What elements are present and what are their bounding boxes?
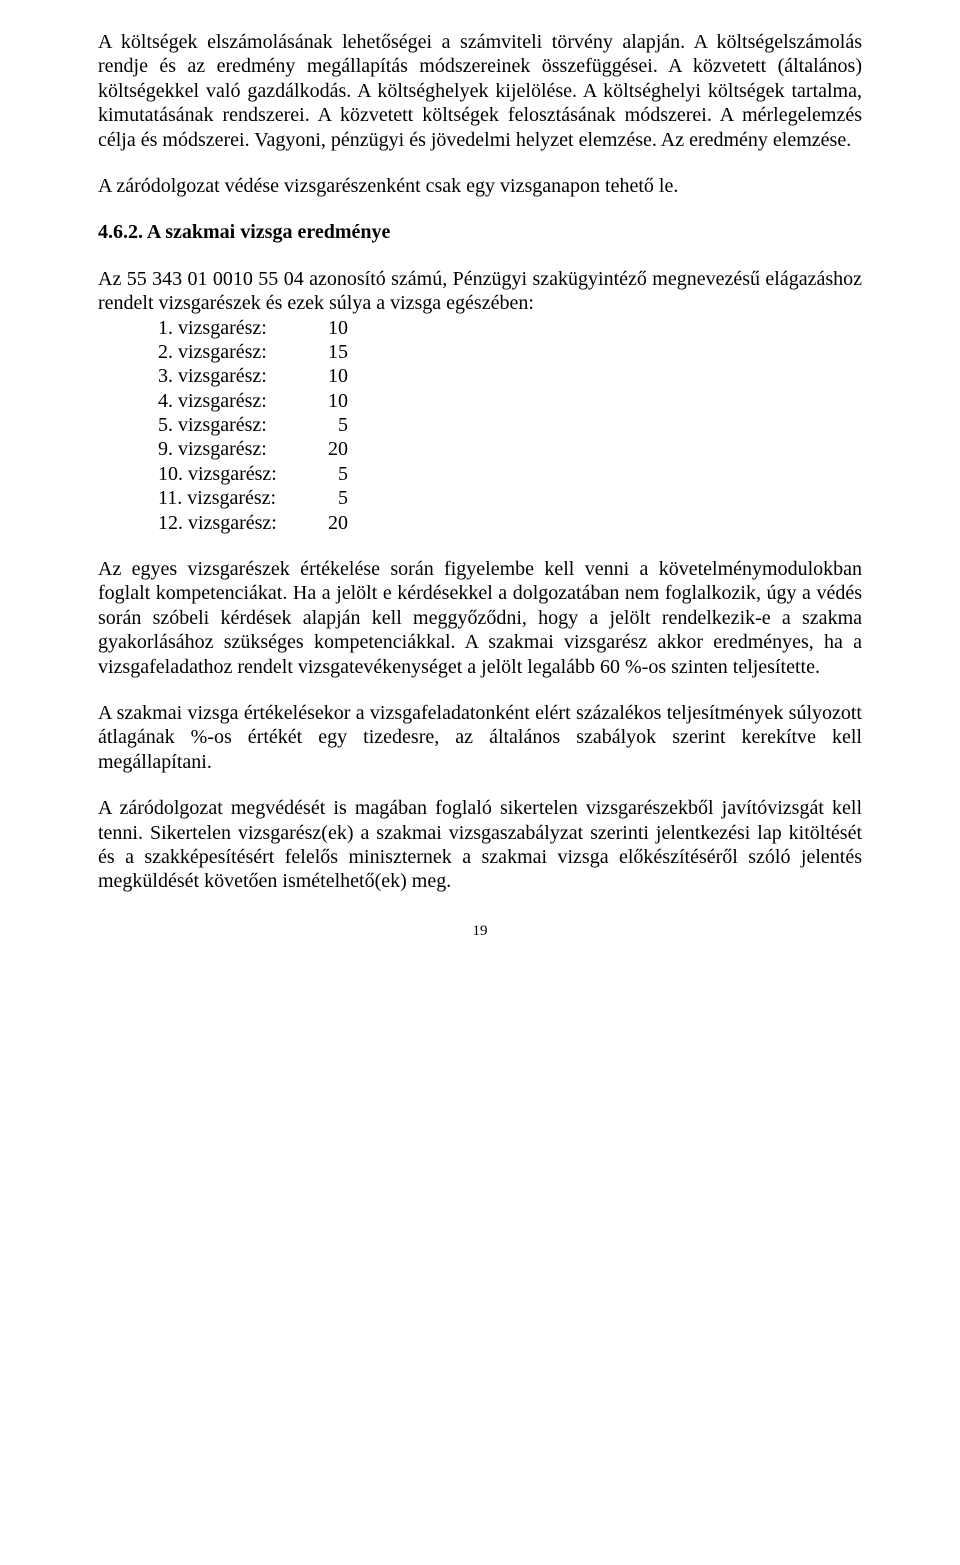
list-item-value: 20 (318, 511, 348, 535)
exam-parts-intro: Az 55 343 01 0010 55 04 azonosító számú,… (98, 267, 862, 316)
list-item: 10. vizsgarész: 5 (98, 462, 862, 486)
list-item-value: 15 (318, 340, 348, 364)
list-item-label: 9. vizsgarész: (158, 437, 318, 461)
list-item-label: 5. vizsgarész: (158, 413, 318, 437)
paragraph-weighted-avg: A szakmai vizsga értékelésekor a vizsgaf… (98, 701, 862, 774)
list-item-value: 10 (318, 389, 348, 413)
list-item-label: 10. vizsgarész: (158, 462, 318, 486)
exam-parts-list: Az 55 343 01 0010 55 04 azonosító számú,… (98, 267, 862, 535)
list-item-value: 5 (318, 413, 348, 437)
list-item-value: 10 (318, 364, 348, 388)
page-number: 19 (98, 922, 862, 940)
list-item-label: 2. vizsgarész: (158, 340, 318, 364)
list-item-value: 20 (318, 437, 348, 461)
paragraph-costs: A költségek elszámolásának lehetőségei a… (98, 30, 862, 152)
list-item-value: 5 (318, 486, 348, 510)
list-item: 2. vizsgarész: 15 (98, 340, 862, 364)
list-item-label: 11. vizsgarész: (158, 486, 318, 510)
paragraph-evaluation: Az egyes vizsgarészek értékelése során f… (98, 557, 862, 679)
list-item-value: 10 (318, 316, 348, 340)
heading-exam-result: 4.6.2. A szakmai vizsga eredménye (98, 220, 862, 244)
list-item-label: 12. vizsgarész: (158, 511, 318, 535)
list-item: 1. vizsgarész: 10 (98, 316, 862, 340)
list-item: 4. vizsgarész: 10 (98, 389, 862, 413)
list-item-label: 3. vizsgarész: (158, 364, 318, 388)
list-item: 12. vizsgarész: 20 (98, 511, 862, 535)
list-item: 11. vizsgarész: 5 (98, 486, 862, 510)
paragraph-thesis-defense: A záródolgozat védése vizsgarészenként c… (98, 174, 862, 198)
paragraph-retake: A záródolgozat megvédését is magában fog… (98, 796, 862, 894)
document-page: A költségek elszámolásának lehetőségei a… (0, 0, 960, 1565)
list-item-label: 1. vizsgarész: (158, 316, 318, 340)
list-item: 5. vizsgarész: 5 (98, 413, 862, 437)
list-item-value: 5 (318, 462, 348, 486)
list-item: 9. vizsgarész: 20 (98, 437, 862, 461)
list-item-label: 4. vizsgarész: (158, 389, 318, 413)
list-item: 3. vizsgarész: 10 (98, 364, 862, 388)
